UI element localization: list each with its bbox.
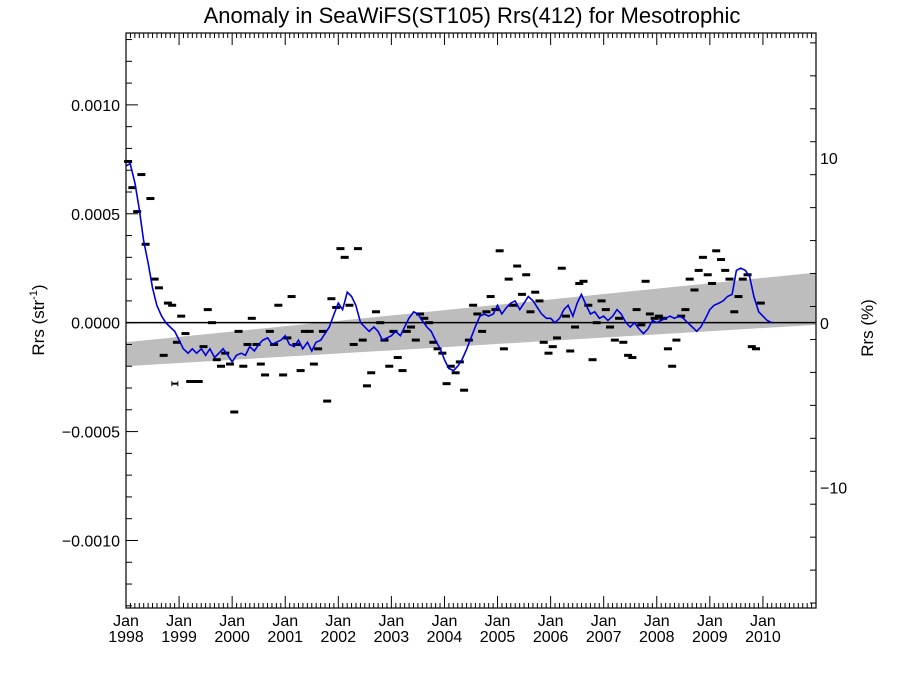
y-left-tick-label-2: 0.0000	[71, 316, 120, 333]
x-tick-label-year-1: 1999	[161, 629, 197, 646]
x-tick-label-month-12: Jan	[750, 613, 776, 630]
error-bar-marker	[171, 381, 179, 387]
x-tick-label-month-10: Jan	[644, 613, 670, 630]
anomaly-points-layer	[124, 160, 765, 414]
y-right-tick-label-1: 0	[820, 316, 829, 333]
smoothed-series-line	[125, 162, 773, 372]
x-tick-label-year-8: 2006	[533, 629, 569, 646]
y-axis-left-label: Rrs (str	[29, 300, 48, 356]
y-axis-left-label-sup: -1	[28, 290, 40, 300]
x-tick-label-year-11: 2009	[692, 629, 728, 646]
x-tick-label-month-9: Jan	[591, 613, 617, 630]
y-axis-left-title: Rrs (str-1)	[28, 284, 48, 355]
x-tick-label-month-4: Jan	[325, 613, 351, 630]
y-axis-right-title: Rrs (%)	[858, 299, 877, 357]
x-tick-label-month-0: Jan	[113, 613, 139, 630]
chart-title: Anomaly in SeaWiFS(ST105) Rrs(412) for M…	[204, 3, 741, 28]
x-tick-label-year-6: 2004	[427, 629, 463, 646]
axis-ticks-layer: 0.0010 0.0005 0.0000 −0.0005 −0.0010 10 0 −10 Ja…	[62, 33, 847, 646]
trend-confidence-band	[126, 272, 816, 367]
svg-text:Rrs (str-1): Rrs (str-1)	[28, 284, 48, 355]
x-tick-label-year-5: 2003	[374, 629, 410, 646]
x-tick-label-year-3: 2001	[267, 629, 303, 646]
y-axis-left-label-close: )	[29, 284, 48, 290]
y-right-tick-label-2: −10	[820, 481, 847, 498]
x-tick-label-month-6: Jan	[432, 613, 458, 630]
x-tick-label-year-7: 2005	[480, 629, 516, 646]
x-tick-label-year-4: 2002	[321, 629, 357, 646]
smoothed-line-layer	[125, 162, 773, 372]
y-left-tick-label-0: 0.0010	[71, 98, 120, 115]
x-tick-label-year-0: 1998	[108, 629, 144, 646]
x-tick-label-month-2: Jan	[219, 613, 245, 630]
trend-band-layer	[126, 272, 816, 367]
y-right-tick-label-0: 10	[820, 151, 838, 168]
x-tick-label-year-9: 2007	[586, 629, 622, 646]
x-tick-label-month-11: Jan	[697, 613, 723, 630]
y-left-tick-label-3: −0.0005	[62, 425, 120, 442]
x-tick-label-month-3: Jan	[272, 613, 298, 630]
x-tick-label-month-8: Jan	[538, 613, 564, 630]
x-tick-label-year-2: 2000	[214, 629, 250, 646]
x-tick-label-month-7: Jan	[485, 613, 511, 630]
y-axis-right-label: Rrs (%)	[858, 299, 877, 357]
x-tick-label-month-5: Jan	[378, 613, 404, 630]
y-left-tick-label-1: 0.0005	[71, 207, 120, 224]
y-left-tick-label-4: −0.0010	[62, 533, 120, 550]
x-tick-label-year-12: 2010	[745, 629, 781, 646]
x-tick-label-month-1: Jan	[166, 613, 192, 630]
x-tick-label-year-10: 2008	[639, 629, 675, 646]
